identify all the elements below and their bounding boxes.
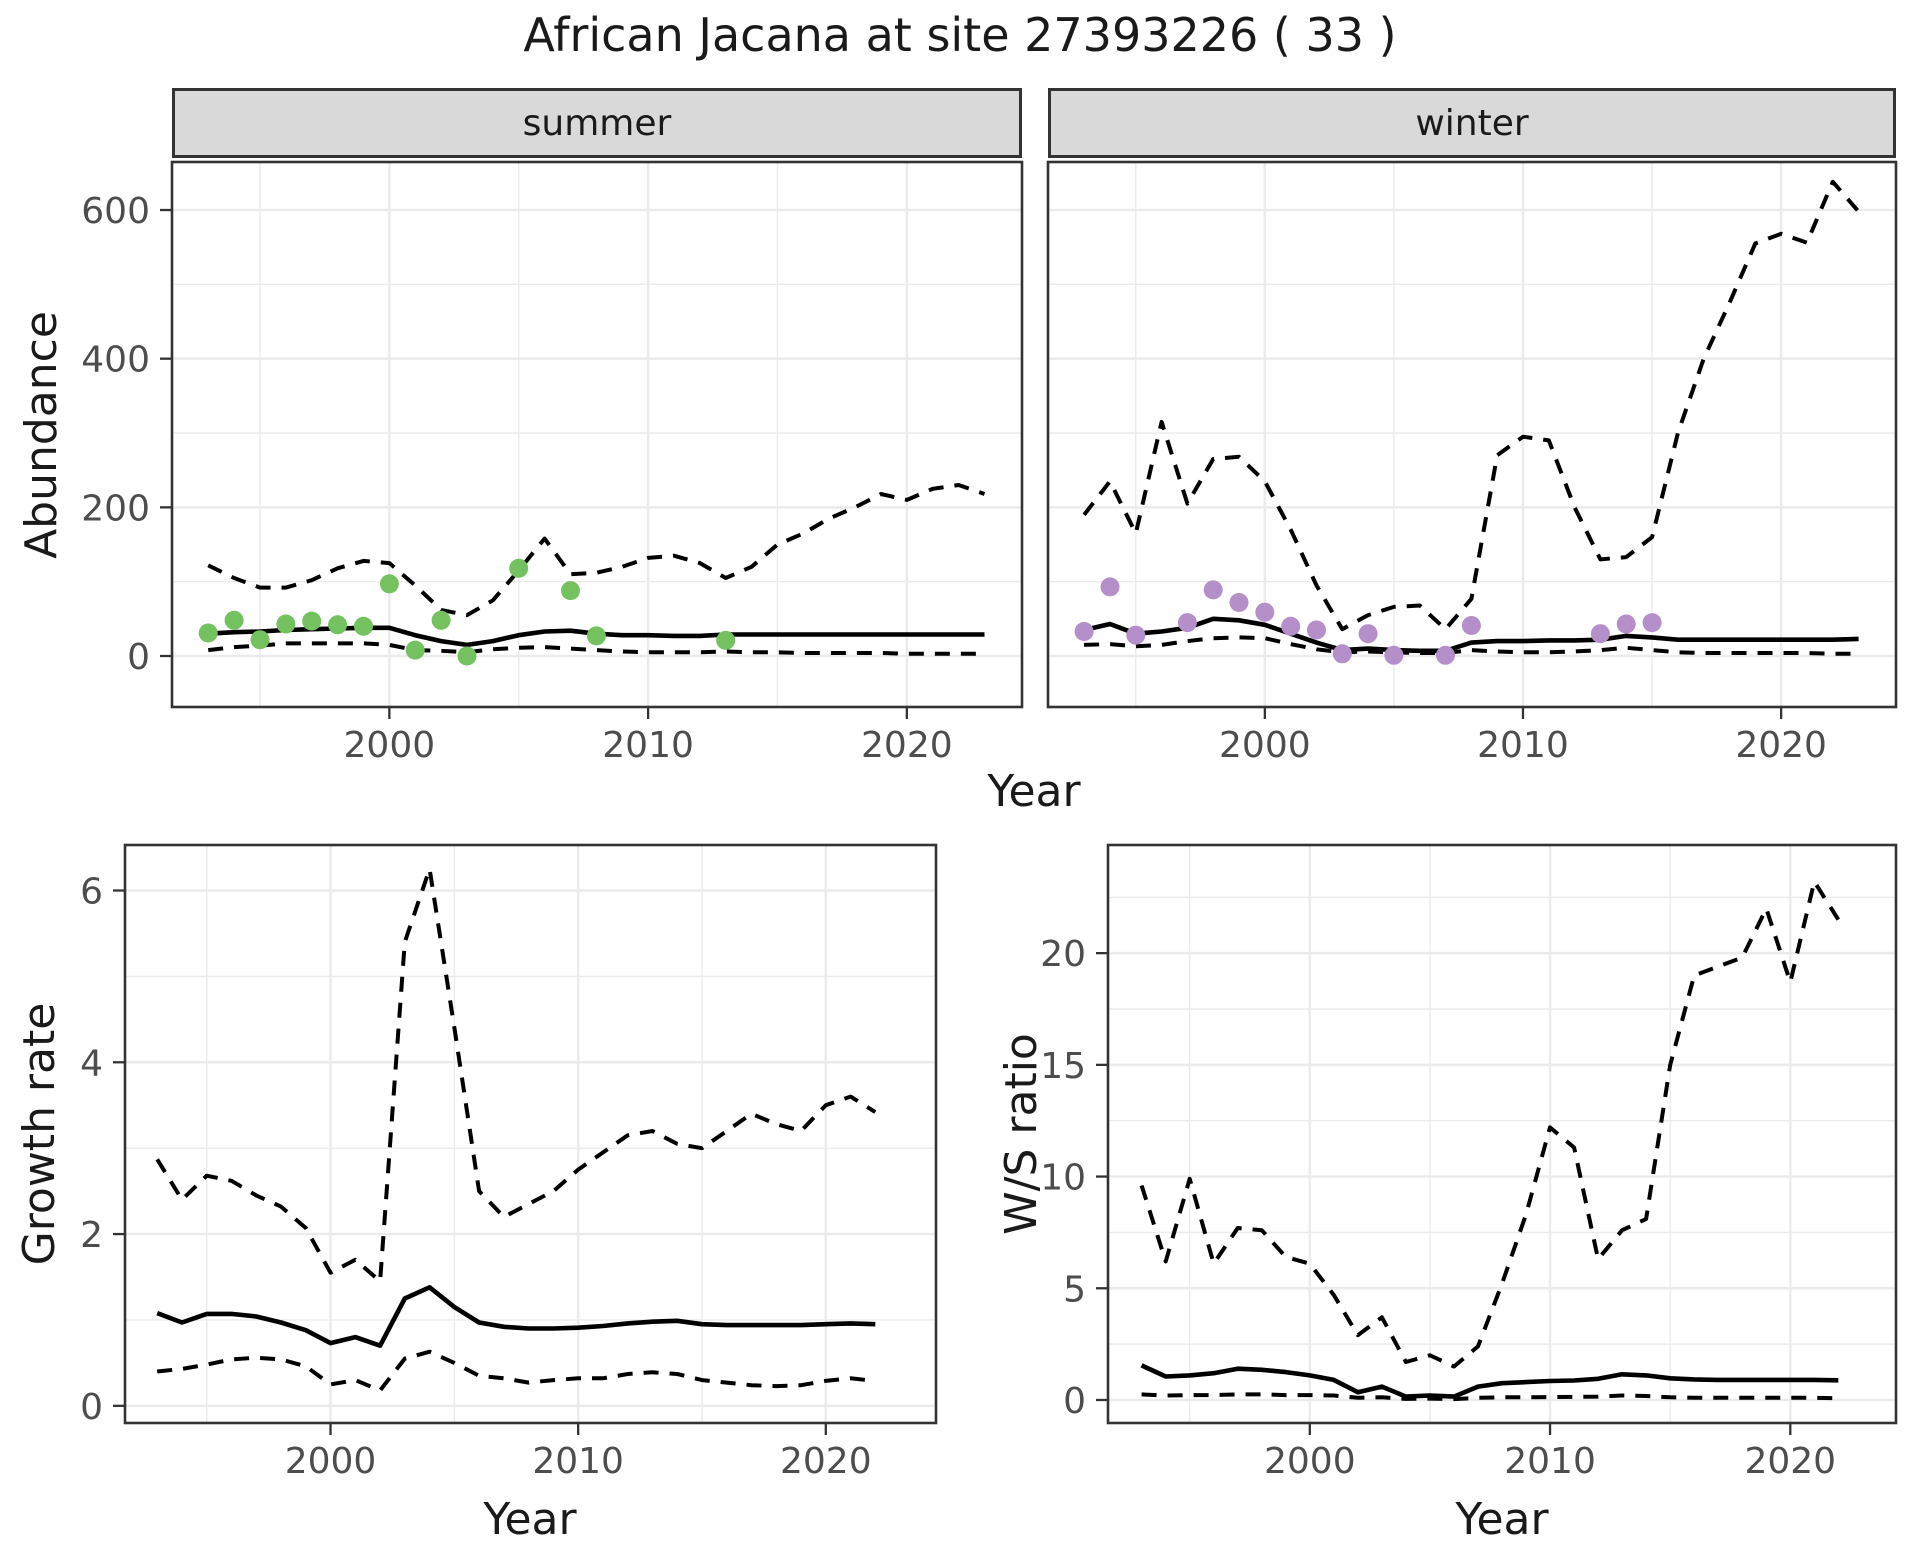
observation-point — [431, 610, 451, 630]
observation-point — [1177, 613, 1197, 633]
observation-point — [302, 611, 322, 631]
panel-background — [1108, 845, 1896, 1423]
x-tick-label: 2010 — [1477, 725, 1569, 766]
facet-strip-winter-label: winter — [1415, 102, 1529, 144]
panel-abundance-winter: 2000 2010 2020 — [1046, 160, 1898, 766]
observation-point — [1281, 616, 1301, 636]
y-tick-label: 400 — [81, 340, 150, 381]
observation-point — [379, 574, 399, 594]
y-tick-label: 10 — [1040, 1158, 1086, 1199]
observation-point — [457, 646, 477, 666]
observation-point — [1590, 624, 1610, 644]
panel-border — [123, 843, 938, 1425]
observation-point — [198, 623, 218, 643]
panel-border — [1106, 843, 1898, 1425]
observation-point — [1074, 622, 1094, 641]
observation-point — [1126, 625, 1146, 645]
y-tick-label: 5 — [1063, 1269, 1086, 1310]
observation-point — [716, 630, 736, 650]
chart-title: African Jacana at site 27393226 ( 33 ) — [523, 8, 1397, 62]
series-median-line — [1140, 1363, 1839, 1399]
x-axis-title-year-top: Year — [987, 766, 1081, 817]
facet-strip-summer-label: summer — [522, 102, 672, 144]
y-tick-label: 20 — [1040, 934, 1086, 975]
observation-point — [1255, 602, 1275, 622]
y-tick-label: 6 — [80, 872, 103, 913]
series-lower-line — [1141, 1392, 1839, 1402]
y-tick-label: 600 — [81, 191, 150, 232]
panel-border — [1046, 160, 1898, 709]
y-tick-label: 0 — [1063, 1381, 1086, 1422]
y-axis-title-abundance: Abundance — [16, 311, 67, 559]
series-upper-line — [207, 483, 986, 618]
y-tick-label: 4 — [80, 1043, 103, 1084]
observation-point — [1358, 624, 1378, 644]
observation-point — [1307, 620, 1326, 640]
y-tick-label: 15 — [1040, 1046, 1086, 1087]
observation-point — [1100, 577, 1120, 597]
observation-point — [1229, 593, 1249, 612]
observation-point — [561, 581, 580, 601]
observation-point — [328, 615, 348, 635]
x-tick-label: 2020 — [1744, 1441, 1836, 1482]
y-axis-title-growth-rate: Growth rate — [14, 1002, 65, 1266]
observation-point — [276, 614, 296, 634]
x-tick-label: 2000 — [1219, 725, 1311, 766]
y-tick-label: 2 — [80, 1215, 103, 1256]
observation-point — [250, 630, 270, 650]
x-tick-label: 2000 — [285, 1441, 377, 1482]
x-axis-title-year-ws: Year — [1455, 1494, 1549, 1545]
series-upper-line — [1139, 879, 1840, 1369]
x-tick-label: 2020 — [780, 1441, 872, 1482]
x-tick-label: 2020 — [1735, 725, 1827, 766]
panel-background — [172, 162, 1022, 707]
observation-point — [354, 616, 373, 636]
x-tick-label: 2010 — [532, 1441, 624, 1482]
series-median-line — [156, 1285, 876, 1348]
series-upper-line — [1082, 179, 1861, 632]
observation-point — [405, 640, 425, 660]
y-tick-label: 0 — [127, 637, 150, 678]
observation-point — [1332, 644, 1352, 664]
observation-point — [1642, 613, 1662, 633]
series-upper-line — [155, 867, 877, 1284]
observation-point — [1203, 580, 1223, 600]
observation-point — [1436, 645, 1455, 665]
series-median-line — [1083, 616, 1859, 654]
x-tick-label: 2010 — [1504, 1441, 1596, 1482]
x-tick-label: 2000 — [1264, 1441, 1356, 1482]
panel-growth-rate: 2000 2010 2020 0 2 4 6 — [80, 843, 938, 1482]
y-axis-title-ws-ratio: W/S ratio — [996, 1033, 1047, 1235]
panel-abundance-summer: 2000 2010 2020 0 200 400 600 — [81, 160, 1024, 766]
observation-point — [1616, 614, 1636, 634]
observation-point — [509, 558, 529, 578]
x-tick-label: 2020 — [861, 725, 953, 766]
facet-strip-summer: summer — [172, 88, 1022, 158]
observation-point — [1384, 645, 1404, 665]
y-tick-label: 200 — [81, 488, 150, 529]
panel-border — [170, 160, 1024, 709]
series-lower-line — [156, 1349, 876, 1393]
x-axis-title-year-growth: Year — [483, 1494, 577, 1545]
panel-ws-ratio: 2000 2010 2020 0 5 10 15 20 — [1040, 843, 1898, 1482]
x-tick-label: 2010 — [602, 725, 694, 766]
observation-point — [224, 610, 244, 630]
x-tick-label: 2000 — [344, 725, 436, 766]
panel-background — [125, 845, 936, 1423]
observation-point — [586, 626, 606, 646]
observation-point — [1461, 616, 1481, 635]
facet-strip-winter: winter — [1048, 88, 1896, 158]
y-tick-label: 0 — [80, 1387, 103, 1428]
